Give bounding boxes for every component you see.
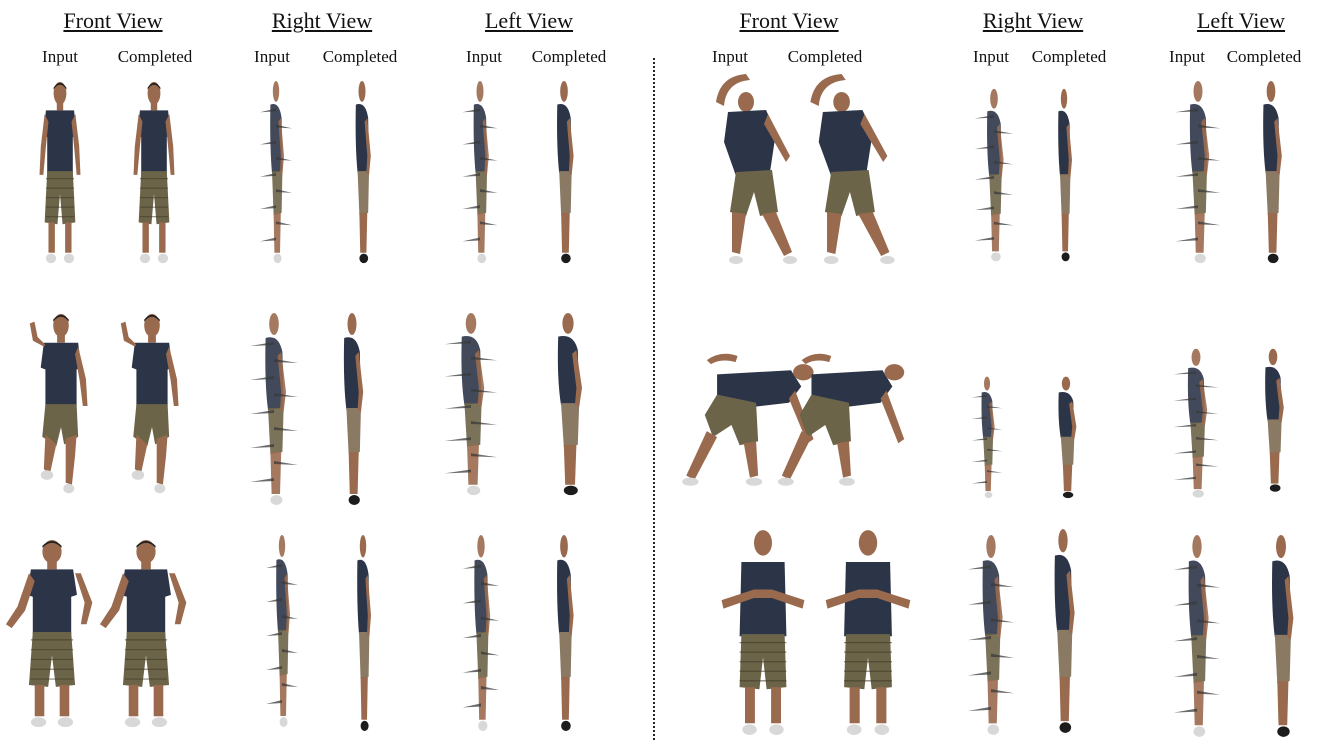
left-left-input-render-row-3: [458, 534, 504, 734]
human-render-image: [557, 312, 582, 496]
human-render-image: [1263, 80, 1282, 264]
human-render-image: [120, 313, 179, 494]
left-left-completed-render-row-1: [540, 80, 588, 266]
right-left-input-render-row-2: [1168, 348, 1224, 500]
right-right-view-title: Right View: [982, 8, 1084, 33]
left-right-input-render-row-2: [244, 312, 304, 508]
human-render-image: [444, 312, 498, 496]
right-left-completed-render-row-1: [1244, 80, 1298, 266]
left-left-input-label: Input: [466, 47, 502, 66]
left-left-completed-render-row-3: [540, 534, 588, 734]
right-front-input-render-row-3: [718, 528, 808, 736]
left-right-input-label: Input: [254, 47, 290, 66]
human-render-image: [266, 535, 298, 727]
human-render-image: [971, 376, 1003, 499]
right-right-completed-render-row-1: [1044, 88, 1084, 264]
human-render-image: [39, 81, 81, 264]
human-render-image: [355, 80, 371, 264]
human-render-image: [716, 74, 797, 264]
human-render-image: [1054, 529, 1075, 733]
left-front-input-render-row-3: [4, 538, 100, 730]
right-front-input-render-row-1: [706, 72, 806, 268]
right-right-input-render-row-1: [970, 88, 1018, 264]
right-right-completed-render-row-3: [1034, 528, 1092, 736]
human-render-image: [974, 88, 1014, 262]
human-render-image: [1175, 80, 1221, 264]
human-render-image: [1272, 535, 1294, 737]
left-right-completed-render-row-1: [340, 80, 384, 266]
right-left-input-render-row-1: [1170, 80, 1226, 266]
left-front-input-render-row-2: [22, 312, 100, 500]
panel-divider: [653, 58, 655, 740]
right-right-input-label: Input: [973, 47, 1009, 66]
right-left-input-label: Input: [1169, 47, 1205, 66]
right-front-completed-render-row-3: [822, 528, 914, 736]
left-right-completed-label: Completed: [322, 47, 398, 66]
right-right-completed-render-row-2: [1040, 376, 1092, 500]
left-front-completed-render-row-2: [113, 312, 191, 500]
human-render-image: [5, 539, 93, 728]
human-render-image: [133, 81, 175, 264]
left-left-input-render-row-1: [458, 80, 502, 266]
left-right-completed-render-row-3: [343, 534, 383, 734]
human-render-image: [967, 535, 1015, 735]
human-render-image: [721, 530, 805, 735]
right-left-view-title: Left View: [1196, 8, 1286, 33]
left-left-completed-label: Completed: [531, 47, 607, 66]
human-render-image: [260, 80, 292, 264]
right-front-completed-render-row-1: [800, 72, 904, 268]
human-render-image: [1265, 348, 1284, 492]
human-render-image: [777, 353, 905, 486]
left-front-completed-label: Completed: [117, 47, 193, 66]
left-right-completed-render-row-2: [324, 312, 380, 508]
human-render-image: [343, 313, 364, 505]
human-render-image: [1058, 88, 1072, 262]
left-front-completed-render-row-1: [122, 80, 186, 266]
human-render-image: [462, 80, 498, 264]
left-front-input-render-row-1: [28, 80, 92, 266]
left-left-view-title: Left View: [484, 8, 574, 33]
human-render-image: [825, 530, 911, 735]
human-render-image: [1173, 348, 1219, 498]
human-render-image: [99, 539, 187, 728]
left-right-input-render-row-3: [262, 534, 302, 730]
human-render-image: [810, 74, 895, 264]
right-right-input-render-row-2: [968, 376, 1006, 500]
right-left-completed-render-row-3: [1250, 534, 1312, 740]
left-right-view-title: Right View: [271, 8, 373, 33]
human-render-image: [250, 313, 298, 505]
right-left-input-render-row-3: [1168, 534, 1226, 740]
left-left-completed-render-row-2: [533, 312, 603, 498]
human-render-image: [1173, 535, 1221, 737]
left-front-input-label: Input: [42, 47, 78, 66]
right-left-completed-label: Completed: [1226, 47, 1302, 66]
left-front-view-title: Front View: [63, 8, 163, 33]
left-front-completed-render-row-3: [98, 538, 194, 730]
right-front-completed-render-row-2: [772, 350, 920, 502]
human-render-image: [462, 535, 500, 731]
right-front-view-title: Front View: [739, 8, 839, 33]
right-right-completed-label: Completed: [1031, 47, 1107, 66]
right-left-completed-render-row-2: [1246, 348, 1300, 494]
human-render-image: [557, 535, 574, 731]
human-render-image: [557, 80, 574, 264]
right-front-input-label: Input: [712, 47, 748, 66]
human-render-image: [357, 535, 371, 731]
left-left-input-render-row-2: [438, 312, 504, 498]
human-render-image: [29, 313, 88, 494]
left-right-input-render-row-1: [256, 80, 296, 266]
right-right-input-render-row-3: [962, 534, 1020, 738]
right-front-completed-label: Completed: [787, 47, 863, 66]
human-render-image: [1058, 376, 1077, 499]
